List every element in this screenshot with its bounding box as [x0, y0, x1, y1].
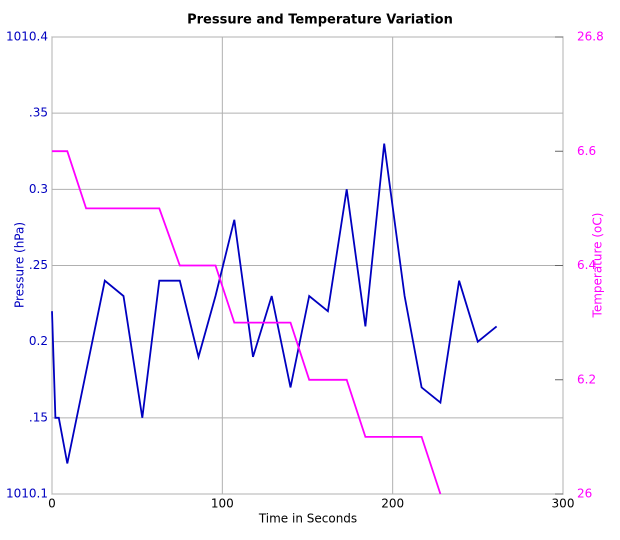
x-tick-label: 0	[48, 497, 56, 511]
x-tick-label: 200	[381, 497, 404, 511]
data-line	[52, 150, 442, 495]
y2-tick-label: 6.4	[577, 258, 596, 272]
data-line	[51, 143, 498, 464]
y-tick-label: 0.2	[29, 334, 48, 348]
y2-tick-label: 6.6	[577, 144, 596, 158]
y2-tick-label: 26	[577, 487, 592, 501]
y-tick-label: .35	[29, 106, 48, 120]
y-tick-label: 0.3	[29, 182, 48, 196]
x-axis-label: Time in Seconds	[258, 512, 357, 526]
y-tick-label: 1010.4	[6, 30, 48, 44]
chart-title: Pressure and Temperature Variation	[187, 13, 453, 28]
y2-axis-label: Temperature (oC)	[591, 213, 605, 319]
x-tick-label: 300	[552, 497, 575, 511]
y-tick-label: 1010.1	[6, 487, 48, 501]
x-tick-label: 100	[211, 497, 234, 511]
y2-tick-label: 26.8	[577, 30, 604, 44]
y-tick-label: .15	[29, 410, 48, 424]
y-tick-label: .25	[29, 258, 48, 272]
y2-tick-label: 6.2	[577, 372, 596, 386]
y-axis-label: Pressure (hPa)	[13, 222, 27, 308]
